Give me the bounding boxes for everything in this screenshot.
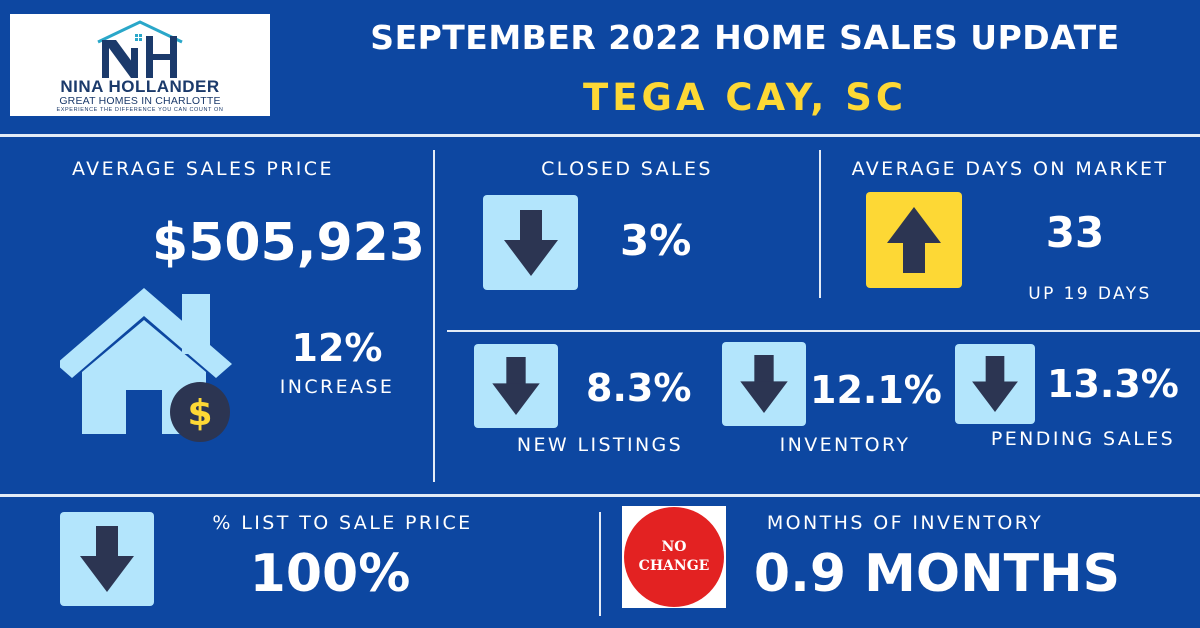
logo-name: NINA HOLLANDER	[60, 77, 220, 96]
closed-sales-value: 3%	[620, 216, 692, 265]
inventory-arrow-box	[722, 342, 806, 426]
arrow-down-icon	[972, 356, 1018, 412]
logo-slogan: EXPERIENCE THE DIFFERENCE YOU CAN COUNT …	[56, 107, 224, 113]
pending-sales-label: PENDING SALES	[990, 428, 1176, 450]
no-change-circle: NO CHANGE	[624, 507, 724, 607]
months-of-inventory-label: MONTHS OF INVENTORY	[766, 512, 1044, 534]
top-divider	[0, 134, 1200, 137]
new-listings-arrow-box	[474, 344, 558, 428]
average-sales-price-change-label: INCREASE	[279, 376, 395, 398]
arrow-down-icon	[492, 357, 540, 415]
no-change-line2: CHANGE	[638, 558, 710, 574]
house-dollar-icon: $	[60, 288, 232, 442]
arrow-down-icon	[503, 209, 558, 276]
list-to-sale-value: 100%	[249, 544, 411, 604]
closed-sales-arrow-box	[483, 195, 578, 290]
no-change-line1: NO	[661, 539, 687, 555]
days-on-market-note: UP 19 DAYS	[1028, 284, 1152, 304]
closed-sales-label: CLOSED SALES	[541, 158, 713, 180]
arrow-up-icon	[887, 207, 941, 273]
location-title: TEGA CAY, SC	[582, 76, 908, 119]
arrow-down-icon	[740, 355, 788, 413]
new-listings-value: 8.3%	[586, 366, 692, 410]
pending-sales-value: 13.3%	[1047, 362, 1179, 406]
new-listings-label: NEW LISTINGS	[516, 434, 684, 456]
list-to-sale-arrow-box	[60, 512, 154, 606]
middle-divider	[447, 330, 1200, 332]
average-sales-price-value: $505,923	[152, 213, 426, 273]
arrow-down-icon	[80, 526, 134, 592]
left-column-divider	[433, 150, 435, 482]
dollar-sign: $	[187, 393, 212, 434]
logo: NINA HOLLANDER GREAT HOMES IN CHARLOTTE …	[10, 14, 270, 116]
pending-sales-arrow-box	[955, 344, 1035, 424]
nh-monogram-icon	[97, 20, 183, 78]
upper-right-divider	[819, 150, 821, 298]
days-on-market-arrow-box	[866, 192, 962, 288]
bottom-column-divider	[599, 512, 601, 616]
page-title: SEPTEMBER 2022 HOME SALES UPDATE	[370, 18, 1120, 57]
days-on-market-label: AVERAGE DAYS ON MARKET	[851, 158, 1169, 180]
logo-tagline: GREAT HOMES IN CHARLOTTE	[59, 95, 221, 107]
no-change-badge-icon: NO CHANGE	[622, 506, 726, 608]
days-on-market-value: 33	[1045, 208, 1105, 257]
months-of-inventory-value: 0.9 MONTHS	[753, 544, 1121, 604]
average-sales-price-change: 12%	[291, 326, 383, 370]
inventory-value: 12.1%	[810, 368, 942, 412]
bottom-divider	[0, 494, 1200, 497]
list-to-sale-label: % LIST TO SALE PRICE	[212, 512, 473, 534]
inventory-label: INVENTORY	[779, 434, 911, 456]
average-sales-price-label: AVERAGE SALES PRICE	[72, 158, 334, 180]
